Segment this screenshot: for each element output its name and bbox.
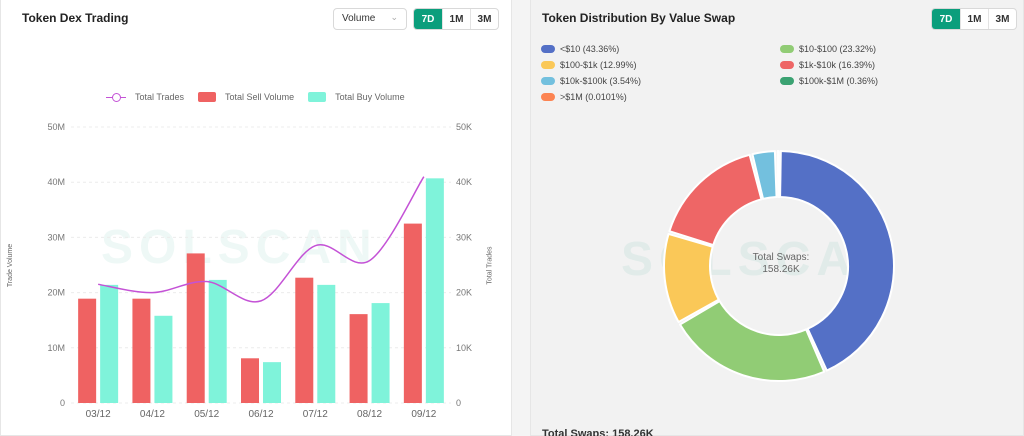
x-tick-label: 06/12 [248, 409, 273, 420]
y-tick-label-right: 30K [456, 232, 472, 242]
x-tick-label: 08/12 [357, 409, 382, 420]
legend-item[interactable]: $1k-$10k (16.39%) [780, 58, 960, 72]
legend-item[interactable]: $10-$100 (23.32%) [780, 42, 960, 56]
metric-select-value: Volume [342, 13, 376, 24]
donut-slice [778, 150, 782, 199]
donut-slice [751, 150, 778, 200]
y-tick-label-right: 40K [456, 177, 472, 187]
token-distribution-card: Token Distribution By Value Swap 7D 1M 3… [530, 0, 1024, 436]
y-tick-label: 10M [47, 343, 65, 353]
buy-volume-bar [208, 279, 227, 403]
buy-volume-bar [425, 178, 444, 403]
center-value: 158.26K [762, 264, 800, 275]
buy-volume-bar [100, 284, 119, 403]
y-tick-label: 50M [47, 122, 65, 132]
donut-slice [778, 150, 895, 372]
card-title: Token Distribution By Value Swap [542, 11, 736, 25]
legend-label: $100k-$1M (0.36%) [799, 76, 879, 86]
timeframe-7d-button[interactable]: 7D [414, 9, 442, 29]
legend-item[interactable]: >$1M (0.0101%) [541, 90, 780, 104]
legend-label: Total Buy Volume [335, 92, 405, 102]
legend-item-sell-volume[interactable]: Total Sell Volume [198, 92, 294, 102]
legend-label: Total Trades [135, 92, 185, 102]
donut-slice [668, 153, 763, 247]
timeframe-toggle: 7D 1M 3M [931, 8, 1017, 30]
x-tick-label: 05/12 [194, 409, 219, 420]
legend-swatch [780, 77, 794, 85]
legend-label: Total Sell Volume [225, 92, 295, 102]
center-label: Total Swaps: [752, 252, 810, 263]
sell-volume-bar [186, 253, 205, 403]
chart-legend: Total Trades Total Sell Volume Total Buy… [106, 92, 419, 102]
trading-chart: 0 0 10M 10K 20M 20K 30M 30K 40M 40K 50M 50K 03/12 04/… [47, 122, 472, 420]
legend-label: $10k-$100k (3.54%) [560, 76, 642, 86]
legend-item[interactable]: $10k-$100k (3.54%) [541, 74, 780, 88]
timeframe-7d-button[interactable]: 7D [932, 9, 960, 29]
legend-swatch [780, 61, 794, 69]
y-tick-label-right: 50K [456, 122, 472, 132]
legend-swatch [198, 92, 217, 102]
donut-slice [663, 232, 720, 324]
sell-volume-bar [241, 358, 259, 403]
buy-volume-bar [263, 362, 281, 403]
buy-volume-bar [317, 284, 336, 403]
card-title: Token Dex Trading [22, 11, 129, 25]
total-trades-line [98, 176, 425, 303]
donut-slice [679, 300, 826, 382]
timeframe-3m-button[interactable]: 3M [470, 9, 498, 29]
sell-volume-bar [78, 298, 97, 403]
y-tick-label: 30M [47, 232, 65, 242]
sell-volume-bar [132, 298, 151, 403]
distribution-donut-chart [663, 150, 895, 382]
buy-volume-bar [154, 315, 173, 403]
line-marker-icon [106, 92, 126, 102]
legend-swatch [541, 61, 555, 69]
legend-swatch [780, 45, 794, 53]
buy-volume-bar [371, 303, 390, 403]
legend-item[interactable]: $100-$1k (12.99%) [541, 58, 780, 72]
legend-item-buy-volume[interactable]: Total Buy Volume [308, 92, 405, 102]
sell-volume-bar [295, 277, 314, 403]
y-tick-label: 40M [47, 177, 65, 187]
legend-swatch [541, 77, 555, 85]
x-tick-label: 04/12 [140, 409, 165, 420]
legend-swatch [308, 92, 327, 102]
y-tick-label-right: 10K [456, 343, 472, 353]
chevron-down-icon: ⌄ [390, 12, 398, 22]
distribution-legend: <$10 (43.36%) $10-$100 (23.32%) $100-$1k (… [541, 42, 961, 104]
x-tick-label: 07/12 [303, 409, 328, 420]
metric-select[interactable]: Volume ⌄ [333, 8, 407, 30]
y-tick-label: 20M [47, 288, 65, 298]
timeframe-3m-button[interactable]: 3M [988, 9, 1016, 29]
y-tick-label-right: 0 [456, 398, 461, 408]
y-tick-label: 0 [60, 398, 65, 408]
legend-item[interactable]: $100k-$1M (0.36%) [780, 74, 960, 88]
timeframe-1m-button[interactable]: 1M [442, 9, 470, 29]
donut-slice [776, 150, 780, 199]
timeframe-toggle: 7D 1M 3M [413, 8, 499, 30]
token-dex-trading-card: Token Dex Trading Volume ⌄ 7D 1M 3M Tota… [0, 0, 512, 436]
timeframe-1m-button[interactable]: 1M [960, 9, 988, 29]
legend-swatch [541, 45, 555, 53]
legend-item[interactable]: <$10 (43.36%) [541, 42, 780, 56]
donut-center-label: Total Swaps: 158.26K [731, 252, 831, 276]
x-tick-label: 03/12 [86, 409, 111, 420]
legend-label: $1k-$10k (16.39%) [799, 60, 876, 70]
legend-swatch [541, 93, 555, 101]
x-tick-label: 09/12 [411, 409, 436, 420]
legend-label: $100-$1k (12.99%) [560, 60, 637, 70]
sell-volume-bar [349, 314, 368, 403]
sell-volume-bar [403, 223, 422, 403]
legend-item-total-trades[interactable]: Total Trades [106, 92, 184, 102]
legend-label: >$1M (0.0101%) [560, 92, 627, 102]
y-tick-label-right: 20K [456, 288, 472, 298]
legend-label: <$10 (43.36%) [560, 44, 620, 54]
legend-label: $10-$100 (23.32%) [799, 44, 877, 54]
total-swaps-summary: Total Swaps: 158.26K [542, 428, 654, 436]
